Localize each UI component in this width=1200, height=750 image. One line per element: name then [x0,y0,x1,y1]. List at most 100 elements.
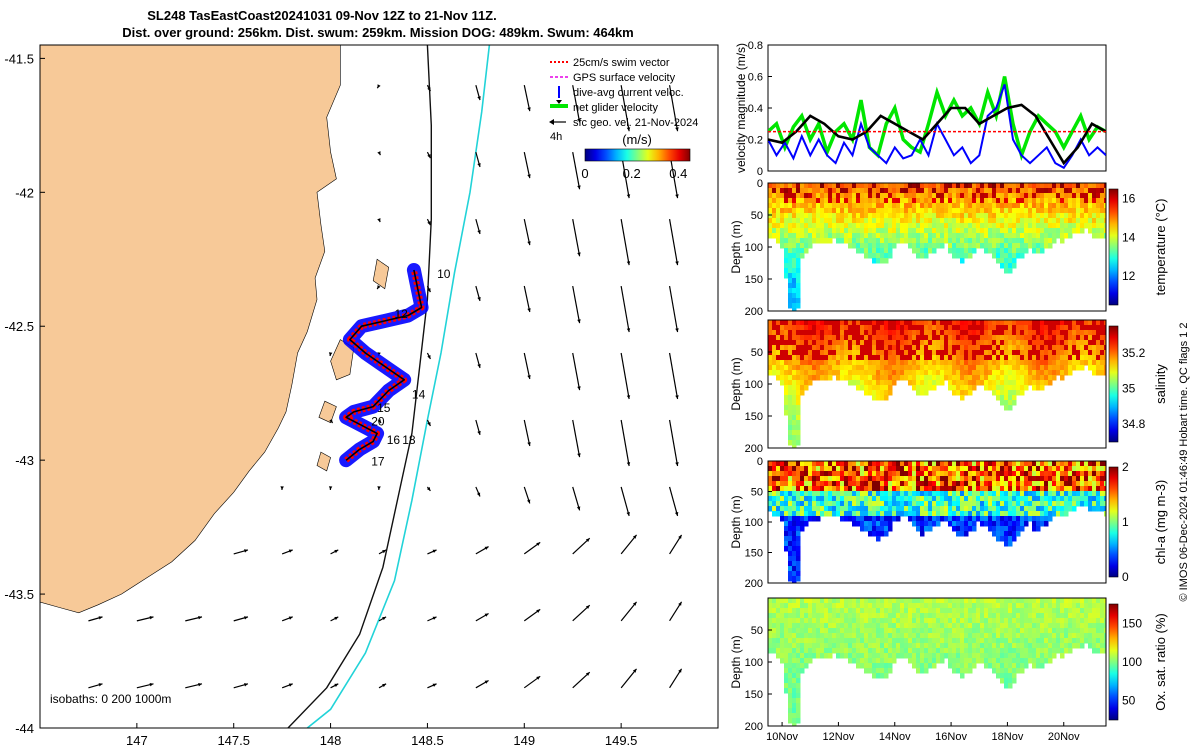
velocity-arrow [376,84,381,89]
temperature-colorbar-tick-label: 14 [1122,230,1136,244]
map-y-tick-label: -44 [15,721,34,736]
velocity-ylabel: velocity magnitude (m/s) [734,43,748,173]
velocity-arrow [572,218,581,257]
legend-extra-4h: 4h [550,131,562,143]
map-x-tick-label: 149.5 [605,733,638,748]
map-land [40,44,341,614]
legend-label-geo: sfc geo. vel. 21-Nov-2024 [573,117,698,129]
island-2 [372,258,390,290]
velocity-arrow [88,616,103,622]
velocity-arrow [426,151,431,159]
velocity-arrow [523,608,541,622]
velocity-arrow [376,285,381,290]
map-y-tick-label: -42 [15,185,34,200]
map-x-ticks: 147 147.5 148 148.5 149 149.5 [126,723,637,748]
velocity-y-tick-label: 0.2 [748,135,763,147]
salinity-colorbar-tick-label: 34.8 [1122,417,1146,431]
day-label: 17 [371,455,385,469]
day-label: 15 [377,401,391,415]
legend-label-dive: dive-avg current veloc. [573,87,684,99]
velocity-arrow [620,419,631,467]
velocity-arrow [136,616,154,622]
section-x-tick-label: 18Nov [992,731,1024,743]
temperature-colorbar-tick-label: 16 [1122,192,1136,206]
chlorophyll-ylabel: Depth (m) [729,495,743,548]
map-colorbar-tick-label: 0.2 [623,166,641,181]
velocity-arrow [572,486,581,511]
oxygen-y-tick-label: 200 [745,721,763,733]
temperature-y-tick-label: 200 [745,306,763,318]
velocity-arrow [620,668,638,689]
velocity-y-tick-label: 0 [757,166,763,178]
velocity-arrow [523,419,531,447]
map-x-tick-label: 149 [513,733,535,748]
temperature-cells [768,183,1106,311]
velocity-arrow [233,616,249,622]
chlorophyll-colorbar-tick-label: 2 [1122,460,1129,474]
salinity-ylabel: Depth (m) [729,357,743,410]
oxygen-y-tick-label: 150 [745,689,763,701]
glider-track [339,263,429,468]
velocity-arrow [620,534,638,555]
map-x-tick-label: 147.5 [217,733,250,748]
temperature-colorbar-tick-label: 12 [1122,269,1136,283]
isobath-200m [287,44,432,728]
legend-arrow-net [556,100,562,104]
oxygen-cells [768,598,1106,726]
velocity-arrow [523,152,531,179]
velocity-arrow [523,486,531,504]
velocity-arrow [475,151,481,168]
velocity-y-tick-label: 0.6 [748,72,763,84]
legend-label-net: net glider velocity [573,102,658,114]
velocity-arrow [377,486,381,490]
velocity-arrow [669,534,683,555]
chlorophyll-colorbar-tick-label: 0 [1122,570,1129,584]
velocity-panel: 0 0.2 0.4 0.6 0.8 velocity magnitude (m/s) [734,40,1107,178]
velocity-arrow [475,419,481,436]
section-x-tick-label: 20Nov [1048,731,1080,743]
temperature-y-tick-label: 50 [751,210,763,222]
velocity-lines [768,76,1106,170]
velocity-arrow [328,486,333,490]
velocity-arrow [426,486,431,492]
isobaths-label: isobaths: 0 200 1000m [50,692,171,706]
velocity-arrow [523,285,531,313]
map-frame [39,44,719,729]
velocity-arrow [281,616,293,622]
velocity-arrow [233,549,249,555]
chlorophyll-colorbar-tick-label: 1 [1122,515,1129,529]
map-colorbar-tick-label: 0.4 [669,166,687,181]
velocity-arrow [330,683,339,689]
velocity-arrow [572,604,591,622]
velocity-arrow [668,218,679,266]
chlorophyll-y-tick-label: 200 [745,578,763,590]
velocity-y-ticks: 0 0.2 0.4 0.6 0.8 [748,40,772,178]
velocity-arrow [669,668,683,689]
day-label: 20 [371,414,385,428]
velocity-arrow [377,419,382,424]
map-colorbar-label: (m/s) [622,132,652,147]
chlorophyll-panel: 0 50 100 150 200 Depth (m) 0 1 2 chl-a (mg m-3) [729,456,1168,590]
salinity-y-tick-label: 100 [745,379,763,391]
velocity-arrow [378,683,387,689]
day-label: 18 [402,433,416,447]
velocity-arrow [329,419,334,424]
map-y-tick-label: -42.5 [4,319,34,334]
salinity-colorbar-tick-label: 35 [1122,381,1136,395]
legend-label-swim: 25cm/s swim vector [573,57,670,69]
velocity-arrow [620,85,631,132]
velocity-arrow [377,151,381,156]
velocity-arrow [620,601,638,622]
velocity-arrow [426,419,431,427]
chlorophyll-colorbar [1108,466,1119,578]
velocity-arrow [572,285,581,324]
temperature-y-tick-label: 0 [757,178,763,190]
velocity-arrow [523,85,531,112]
velocity-arrow [523,541,541,555]
figure-title-line1: SL248 TasEastCoast20241031 09-Nov 12Z to… [147,8,497,23]
temperature-y-tick-label: 150 [745,274,763,286]
map-y-tick-label: -43 [15,453,34,468]
velocity-arrow [572,352,581,391]
map-colorbar-ticks: 0 0.2 0.4 [581,166,687,181]
